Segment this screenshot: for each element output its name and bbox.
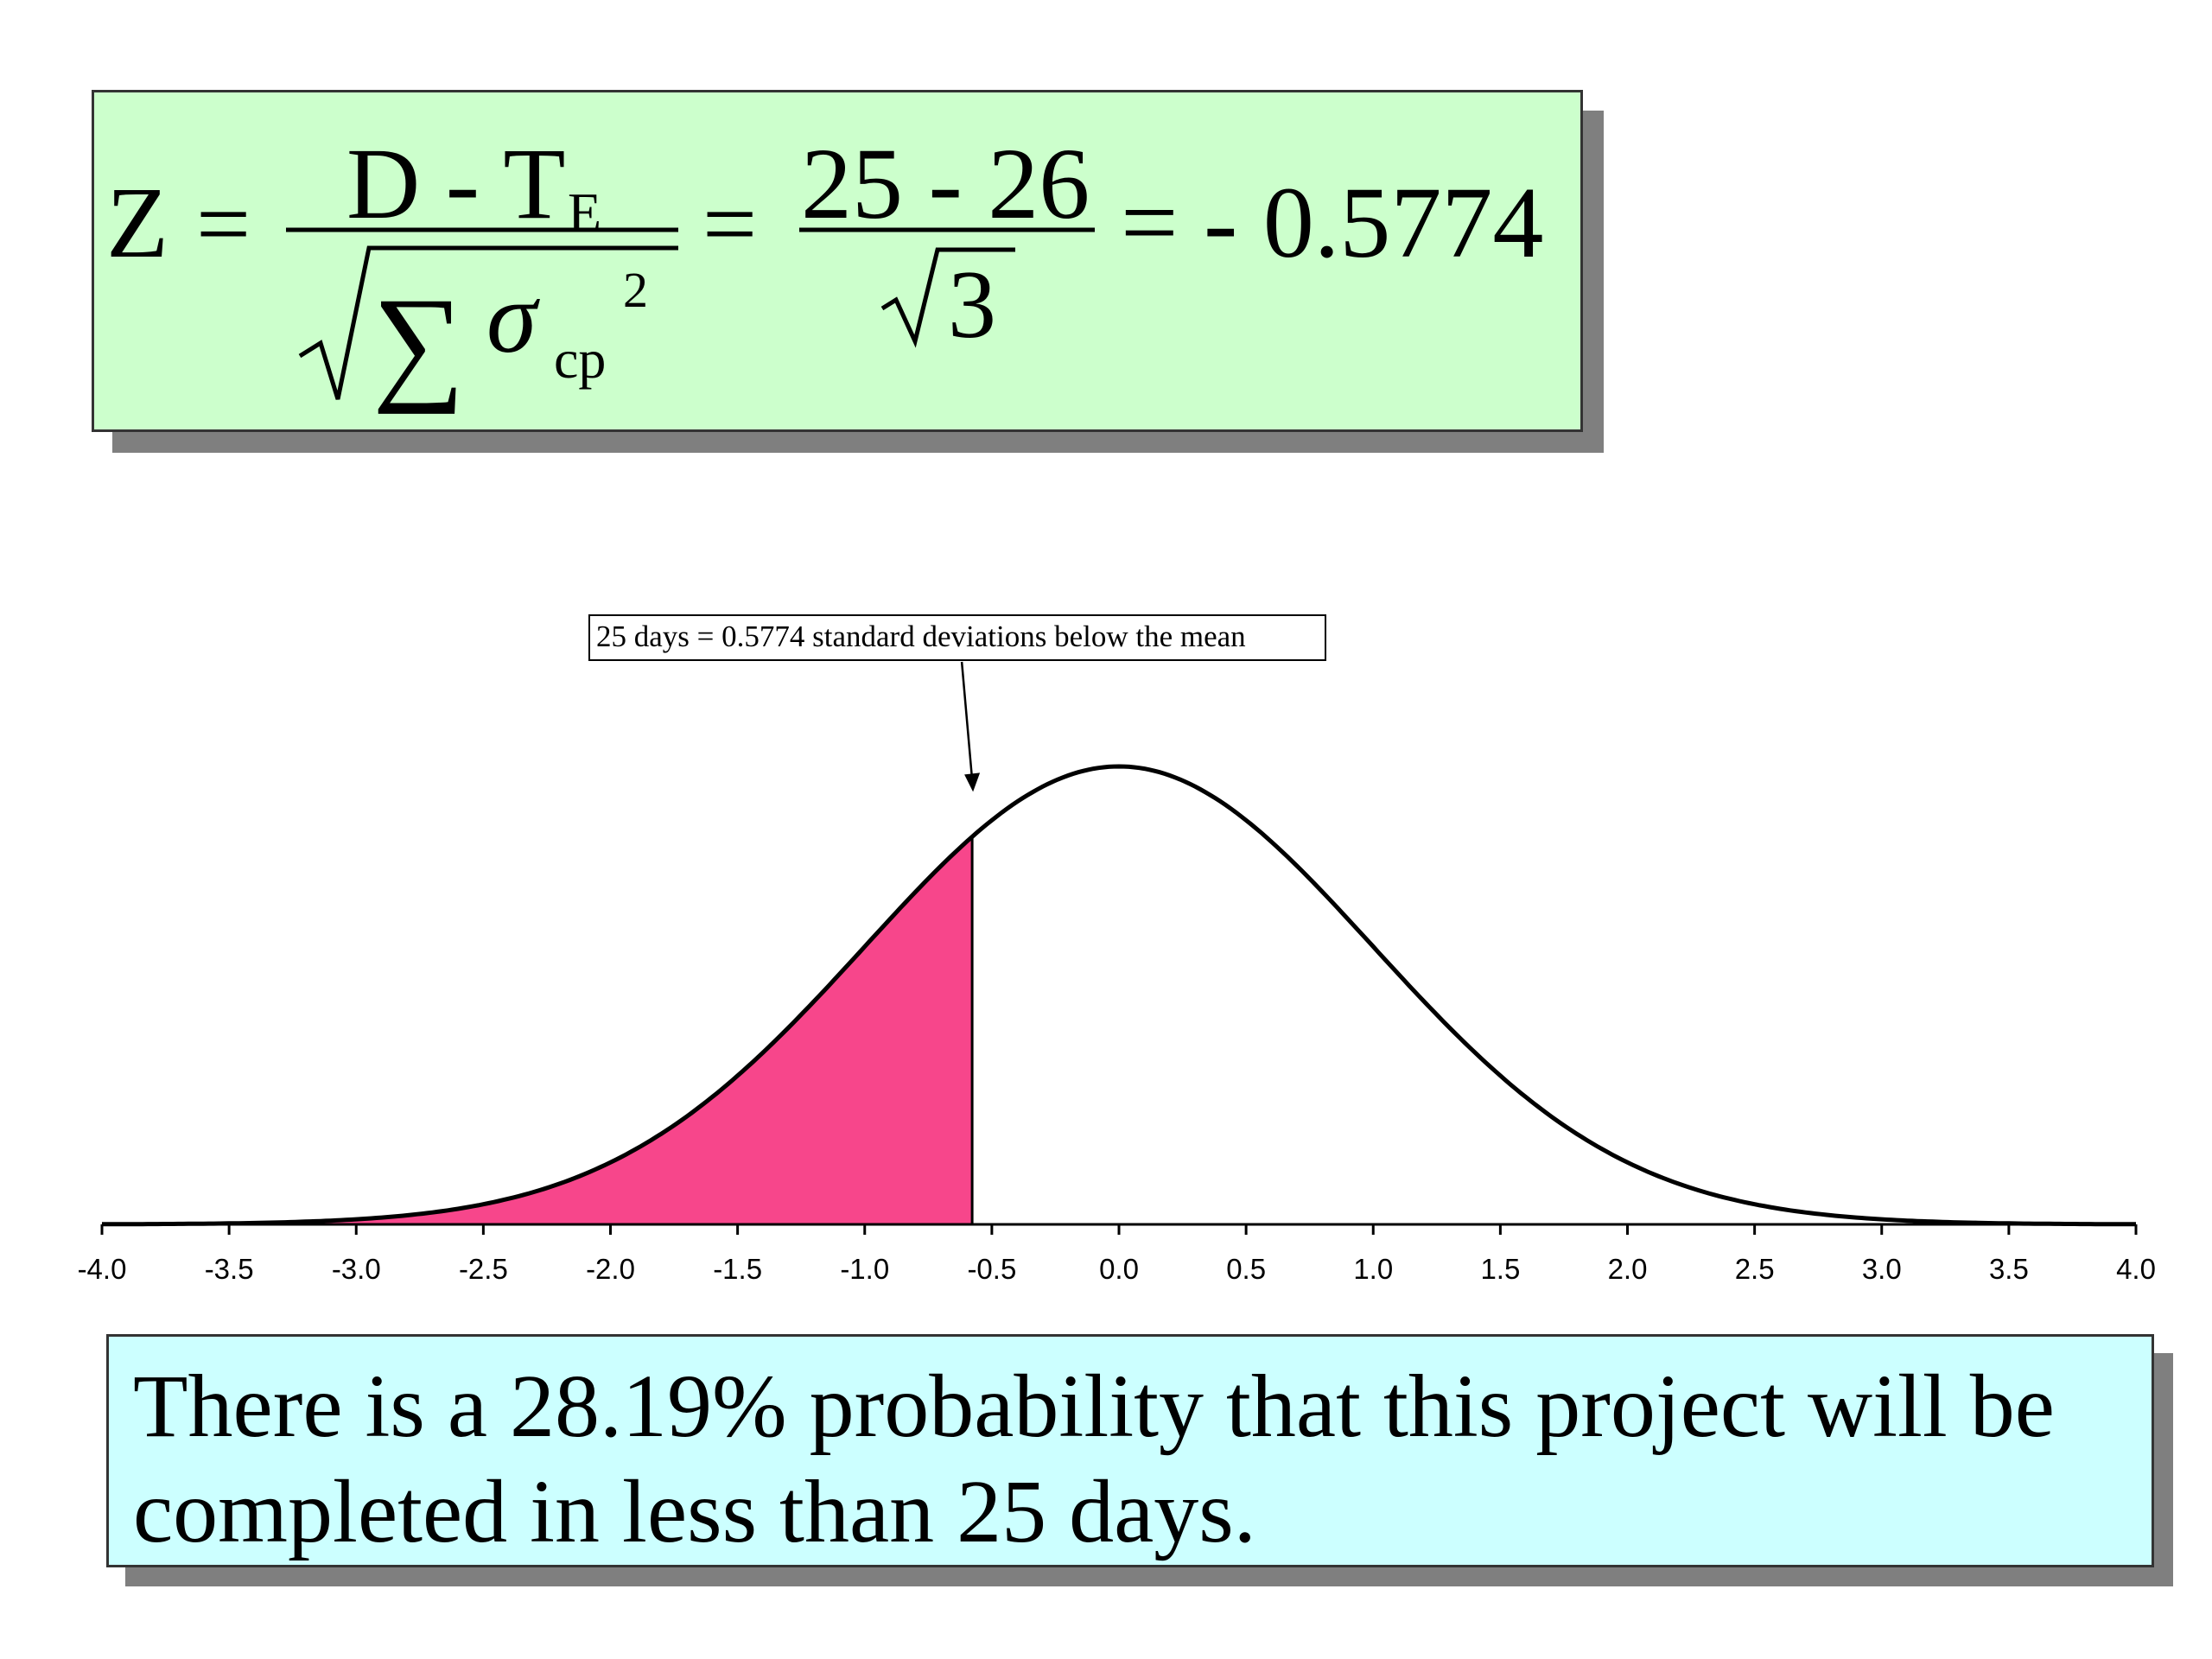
x-tick-label: -3.0 xyxy=(332,1253,381,1285)
x-tick-label: -2.0 xyxy=(586,1253,635,1285)
x-tick-label: 0.5 xyxy=(1226,1253,1266,1285)
x-axis-ticks: -4.0 -3.5 -3.0 -2.5 -2.0 -1.5 -1.0 -0.5 0.0 0.5 1.… xyxy=(78,1224,2156,1285)
x-tick-label: 2.5 xyxy=(1735,1253,1775,1285)
x-tick-label: -1.0 xyxy=(840,1253,889,1285)
x-tick-label: -3.5 xyxy=(205,1253,254,1285)
x-tick-label: 0.0 xyxy=(1099,1253,1139,1285)
sqrt-sign-1 xyxy=(298,245,678,400)
sigma-symbol: σ xyxy=(486,261,540,374)
formula-result: = - 0.5774 xyxy=(1121,166,1543,279)
sum-symbol: ∑ xyxy=(372,271,465,415)
sigma-subscript: cp xyxy=(554,328,606,390)
density-curve xyxy=(102,764,2136,1227)
numerator-symbolic: D - T xyxy=(346,127,565,240)
numerator-numeric: 25 - 26 xyxy=(801,127,1090,240)
x-tick-label: 3.0 xyxy=(1862,1253,1902,1285)
sqrt-sign-2 xyxy=(880,247,1015,348)
x-tick-label: -4.0 xyxy=(78,1253,127,1285)
x-tick-label: 2.0 xyxy=(1608,1253,1648,1285)
conclusion-box: There is a 28.19% probability that this … xyxy=(106,1334,2154,1567)
numerator-subscript: E xyxy=(568,181,601,243)
z-label: Z xyxy=(106,166,168,279)
x-tick-label: -1.5 xyxy=(713,1253,762,1285)
sigma-superscript: 2 xyxy=(623,262,648,318)
equals-sign-1: = xyxy=(196,171,251,278)
conclusion-text: There is a 28.19% probability that this … xyxy=(133,1357,2055,1561)
annotation: 25 days = 0.5774 standard deviations bel… xyxy=(588,614,1326,792)
z-score-formula: Z = D - T E ∑ σ cp 2 = 25 - 26 3 = - 0.5… xyxy=(106,127,1543,415)
annotation-box xyxy=(588,614,1326,661)
annotation-arrowhead xyxy=(964,772,981,792)
denominator-numeric: 3 xyxy=(948,251,996,359)
normal-distribution-chart: -4.0 -3.5 -3.0 -2.5 -2.0 -1.5 -1.0 -0.5 0.0 0.5 1.… xyxy=(78,614,2156,1285)
annotation-text: 25 days = 0.5774 standard deviations bel… xyxy=(596,620,1246,653)
x-tick-label: 3.5 xyxy=(1989,1253,2029,1285)
formula-box: Z = D - T E ∑ σ cp 2 = 25 - 26 3 = - 0.5… xyxy=(92,90,1583,432)
x-tick-label: -0.5 xyxy=(967,1253,1016,1285)
x-tick-label: 1.5 xyxy=(1480,1253,1520,1285)
x-tick-label: 1.0 xyxy=(1353,1253,1393,1285)
shaded-probability-area xyxy=(102,836,973,1224)
x-tick-label: -2.5 xyxy=(459,1253,508,1285)
equals-sign-2: = xyxy=(702,171,757,278)
x-tick-label: 4.0 xyxy=(2116,1253,2156,1285)
annotation-arrow xyxy=(960,661,974,780)
